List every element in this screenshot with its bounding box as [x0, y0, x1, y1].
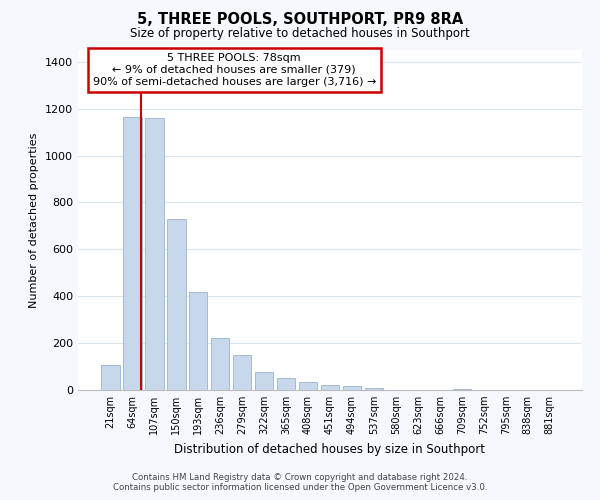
Bar	[233, 355, 251, 390]
Text: Size of property relative to detached houses in Southport: Size of property relative to detached ho…	[130, 28, 470, 40]
Y-axis label: Number of detached properties: Number of detached properties	[29, 132, 40, 308]
X-axis label: Distribution of detached houses by size in Southport: Distribution of detached houses by size …	[175, 442, 485, 456]
Bar	[189, 292, 208, 390]
Text: 5, THREE POOLS, SOUTHPORT, PR9 8RA: 5, THREE POOLS, SOUTHPORT, PR9 8RA	[137, 12, 463, 28]
Bar	[123, 117, 142, 390]
Bar	[365, 388, 383, 390]
Text: Contains HM Land Registry data © Crown copyright and database right 2024.
Contai: Contains HM Land Registry data © Crown c…	[113, 473, 487, 492]
Bar	[452, 389, 471, 390]
Text: 5 THREE POOLS: 78sqm
← 9% of detached houses are smaller (379)
90% of semi-detac: 5 THREE POOLS: 78sqm ← 9% of detached ho…	[92, 54, 376, 86]
Bar	[145, 118, 164, 390]
Bar	[299, 382, 317, 390]
Bar	[101, 366, 119, 390]
Bar	[255, 372, 274, 390]
Bar	[320, 386, 340, 390]
Bar	[277, 378, 295, 390]
Bar	[167, 219, 185, 390]
Bar	[211, 338, 229, 390]
Bar	[343, 386, 361, 390]
